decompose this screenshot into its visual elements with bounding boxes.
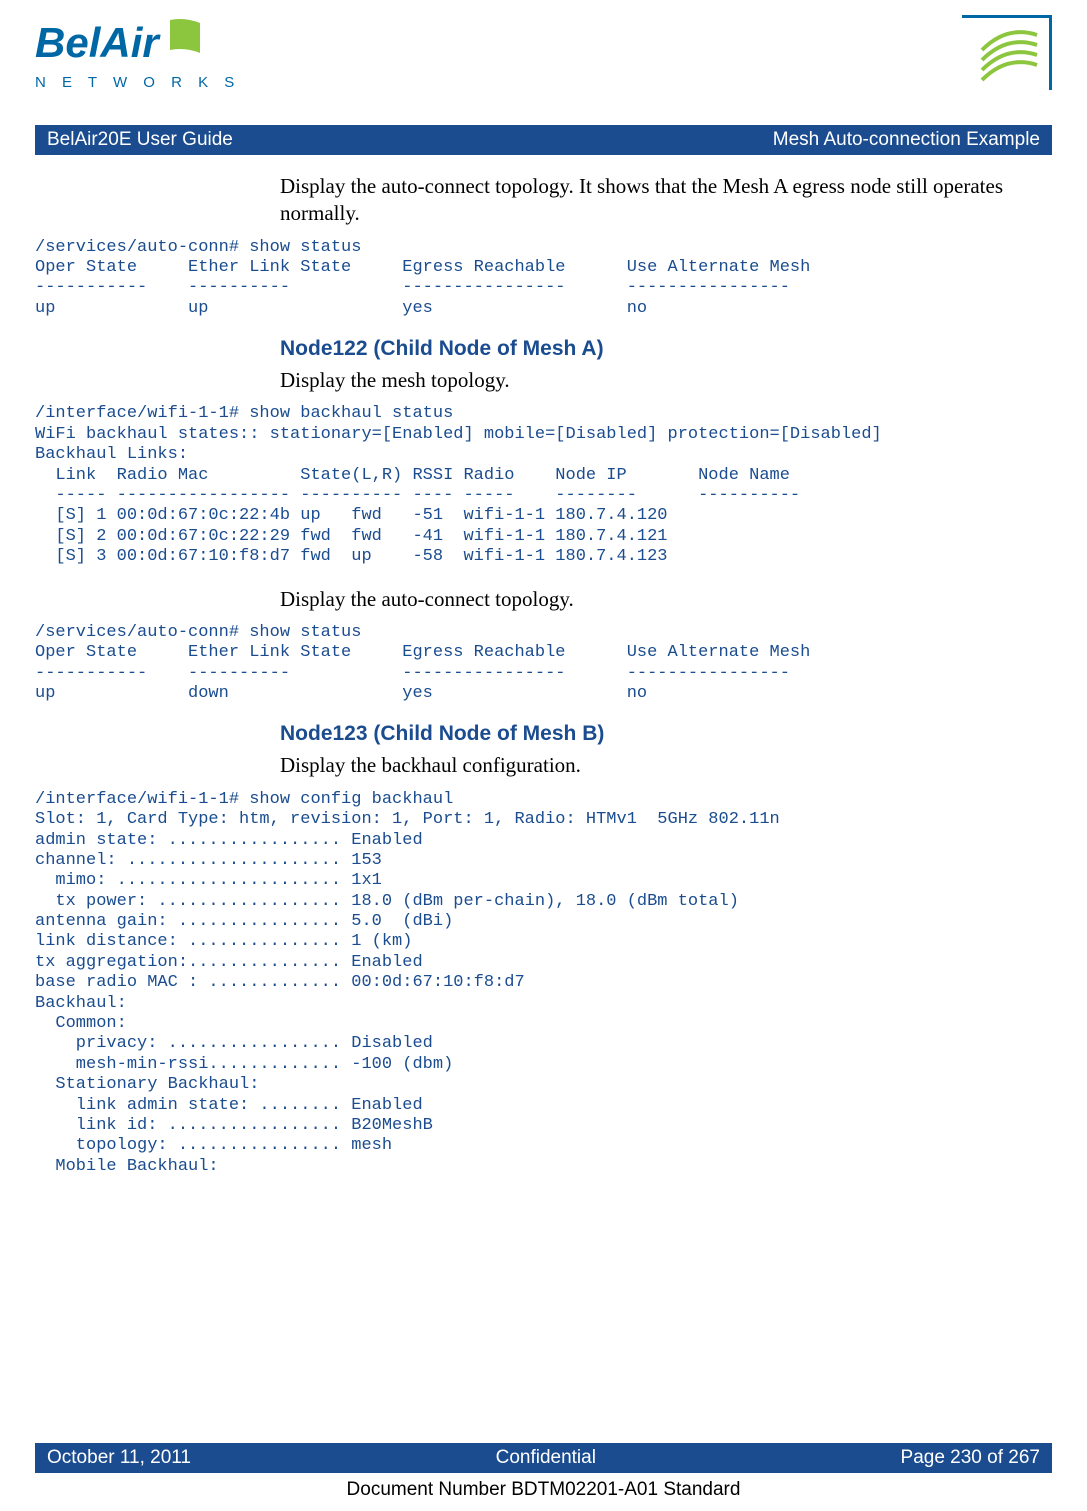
heading-node123: Node123 (Child Node of Mesh B): [280, 722, 1052, 746]
footer-page: Page 230 of 267: [901, 1447, 1040, 1469]
title-right: Mesh Auto-connection Example: [773, 129, 1040, 151]
code-block-2: /interface/wifi-1-1# show backhaul statu…: [35, 404, 1052, 567]
code-block-1: /services/auto-conn# show status Oper St…: [35, 238, 1052, 320]
code-block-4: /interface/wifi-1-1# show config backhau…: [35, 790, 1052, 1177]
page-container: BelAir N E T W O R K S BelAir20E User Gu…: [0, 0, 1087, 1511]
para-2: Display the auto-connect topology.: [280, 586, 1052, 613]
para-3: Display the backhaul configuration.: [280, 752, 1052, 779]
title-bar: BelAir20E User Guide Mesh Auto-connectio…: [35, 125, 1052, 155]
belair-logo: BelAir N E T W O R K S: [35, 15, 235, 100]
header-logo-row: BelAir N E T W O R K S: [35, 15, 1052, 100]
doc-number: Document Number BDTM02201-A01 Standard: [0, 1479, 1087, 1501]
para-1: Display the mesh topology.: [280, 367, 1052, 394]
svg-text:N E T W O R K S: N E T W O R K S: [35, 74, 235, 91]
footer-date: October 11, 2011: [47, 1447, 191, 1469]
code-block-3: /services/auto-conn# show status Oper St…: [35, 623, 1052, 705]
intro-paragraph: Display the auto-connect topology. It sh…: [280, 173, 1052, 228]
footer-confidential: Confidential: [496, 1447, 596, 1469]
footer-bar: October 11, 2011 Confidential Page 230 o…: [35, 1443, 1052, 1473]
heading-node122: Node122 (Child Node of Mesh A): [280, 337, 1052, 361]
title-left: BelAir20E User Guide: [47, 129, 233, 151]
svg-text:BelAir: BelAir: [35, 19, 161, 66]
corner-graphic-icon: [962, 15, 1052, 95]
